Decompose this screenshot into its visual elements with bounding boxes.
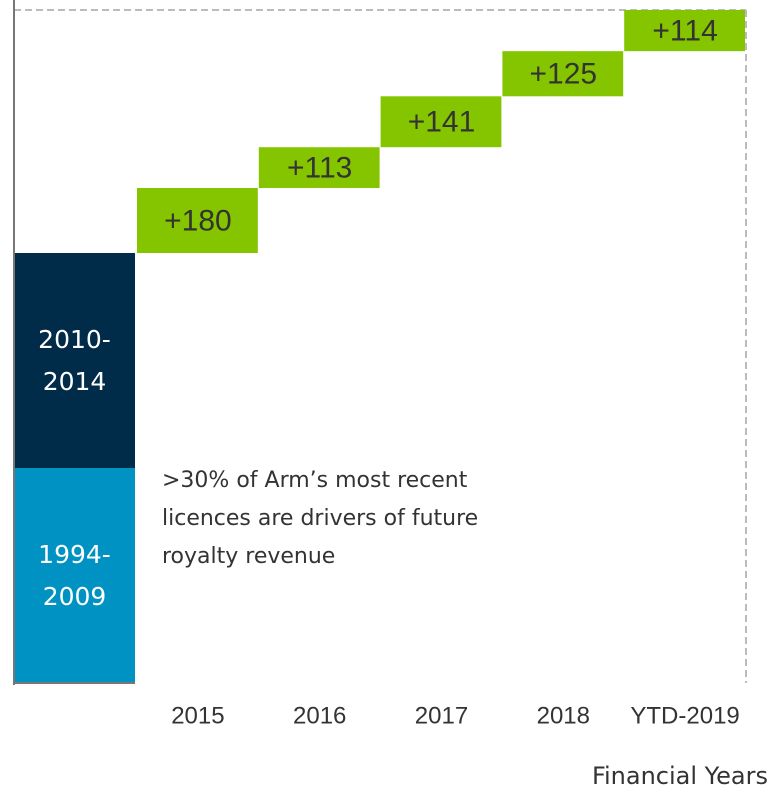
bar <box>624 10 745 52</box>
data-label: +141 <box>408 106 476 139</box>
base-label: 1994-2009 <box>38 539 111 611</box>
x-tick-label: 2015 <box>171 702 224 729</box>
annotation: >30% of Arm’s most recent licences are d… <box>162 468 479 569</box>
x-tick-label: 2016 <box>293 702 346 729</box>
base-label: 2010-2014 <box>38 324 111 396</box>
bar <box>137 188 258 253</box>
base-segment <box>14 468 135 683</box>
base-segment <box>14 253 135 468</box>
data-label: +125 <box>530 58 598 91</box>
bar <box>502 51 624 97</box>
x-tick-label: 2018 <box>537 702 590 729</box>
data-label: +114 <box>652 15 717 48</box>
bar <box>258 147 380 189</box>
data-label: +180 <box>164 204 232 237</box>
x-axis-title: Financial Years <box>592 762 768 790</box>
x-tick-label: YTD-2019 <box>630 702 739 729</box>
data-label: +113 <box>287 152 352 185</box>
bar <box>380 96 502 148</box>
x-tick-label: 2017 <box>415 702 468 729</box>
